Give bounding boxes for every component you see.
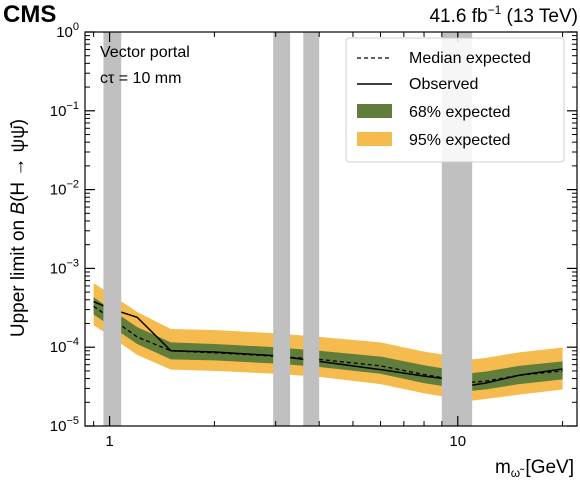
y-tick-label: 10−1 (50, 100, 79, 120)
legend-box (345, 37, 565, 163)
lifetime-label: cτ = 10 mm (100, 70, 181, 87)
legend-label-observed: Observed (409, 76, 478, 93)
y-tick-label: 10−5 (50, 415, 79, 435)
series-median-expected (93, 305, 563, 383)
lumi-exponent: −1 (488, 3, 502, 17)
band-68-expected (93, 297, 563, 391)
plot-frame (84, 31, 578, 427)
lumi-label: 41.6 fb−1 (13 TeV) (429, 3, 578, 27)
y-tick-label: 10−2 (50, 179, 79, 199)
series-observed (93, 300, 563, 386)
legend-label-68: 68% expected (409, 104, 510, 121)
y-tick-label: 10−4 (50, 336, 79, 356)
y-axis-title: Upper limit on B(H → ψψ̄) (8, 119, 29, 337)
y-tick-label: 100 (56, 21, 79, 41)
y-tick-label: 10−3 (50, 257, 79, 277)
legend-key-68 (357, 104, 392, 118)
legend-key-95 (357, 132, 392, 146)
x-tick-label: 1 (105, 433, 113, 450)
legend-label-median: Median expected (409, 50, 531, 67)
lumi-energy: (13 TeV) (501, 6, 578, 27)
legend: Median expected Observed 68% expected 95… (345, 37, 565, 163)
vetoed-region-2 (303, 32, 320, 426)
model-label: Vector portal (100, 44, 190, 61)
vetoed-region-0 (103, 32, 122, 426)
x-tick-label: 10 (449, 433, 466, 450)
legend-label-95: 95% expected (409, 132, 510, 149)
cms-label: CMS (3, 1, 56, 28)
x-axis-title: mω̃ [GeV] (495, 457, 574, 480)
vetoed-region-1 (273, 32, 291, 426)
x-axis-title-unit: [GeV] (520, 457, 574, 478)
